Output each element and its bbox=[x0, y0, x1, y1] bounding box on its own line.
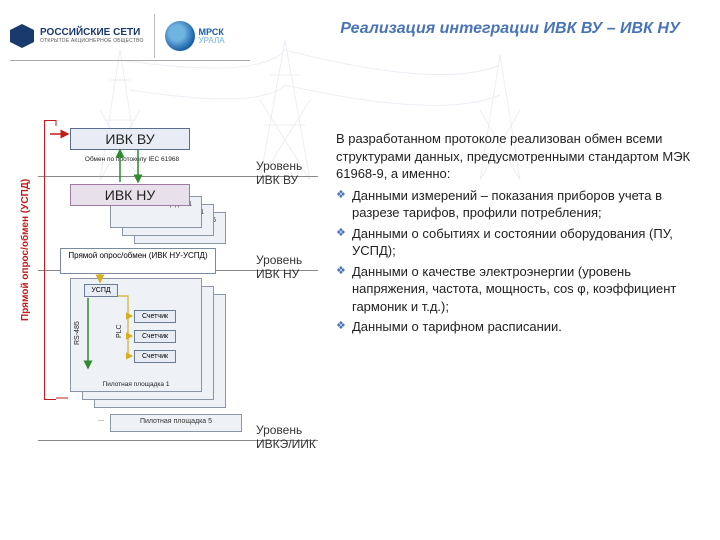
pilot5-low: Пилотная площадка 5 bbox=[110, 414, 242, 432]
logo-mrsk: МРСК УРАЛА bbox=[165, 21, 225, 51]
side-label: Прямой опрос/обмен (УСПД) bbox=[20, 140, 31, 360]
logo1-main: РОССИЙСКИЕ СЕТИ bbox=[40, 28, 144, 39]
level-label-3: Уровень ИВКЭ/ИИК bbox=[256, 424, 320, 452]
bullet-1: Данными измерений – показания приборов у… bbox=[336, 187, 706, 222]
plc-label: PLC bbox=[116, 306, 123, 356]
meter-1: Счетчик bbox=[134, 310, 176, 323]
bullet-4: Данными о тарифном расписании. bbox=[336, 318, 706, 336]
body-text: В разработанном протоколе реализован обм… bbox=[336, 130, 706, 339]
side-bracket bbox=[44, 120, 56, 400]
bullet-list: Данными измерений – показания приборов у… bbox=[336, 187, 706, 336]
bullet-2: Данными о событиях и состоянии оборудова… bbox=[336, 225, 706, 260]
pilot1-low-label: Пилотная площадка 1 bbox=[71, 381, 201, 388]
rs485-label: RS-485 bbox=[74, 298, 81, 368]
logo1-sub: ОТКРЫТОЕ АКЦИОНЕРНОЕ ОБЩЕСТВО bbox=[40, 38, 144, 44]
logo-divider bbox=[154, 14, 155, 58]
rosseti-icon bbox=[10, 24, 34, 48]
header-underline bbox=[10, 60, 250, 61]
integration-diagram: Уровень ИВК ВУ Уровень ИВК НУ Уровень ИВ… bbox=[10, 120, 310, 520]
level-label-2: Уровень ИВК НУ bbox=[256, 254, 320, 282]
intro-text: В разработанном протоколе реализован обм… bbox=[336, 130, 706, 183]
logo2-sub: УРАЛА bbox=[199, 37, 225, 45]
ivk-nu-box: ИВК НУ bbox=[70, 184, 190, 206]
uspd-box: УСПД bbox=[84, 284, 118, 297]
logo-rosseti: РОССИЙСКИЕ СЕТИ ОТКРЫТОЕ АКЦИОНЕРНОЕ ОБЩ… bbox=[10, 24, 144, 48]
direct-poll-box: Прямой опрос/обмен (ИВК НУ-УСПД) bbox=[60, 248, 216, 274]
mrsk-icon bbox=[165, 21, 195, 51]
meter-2: Счетчик bbox=[134, 330, 176, 343]
level-label-1: Уровень ИВК ВУ bbox=[256, 160, 320, 188]
slide-title: Реализация интеграции ИВК ВУ – ИВК НУ bbox=[320, 20, 700, 38]
exchange-label: Обмен по протоколу IEC 61968 bbox=[62, 156, 202, 163]
dots: … bbox=[94, 416, 108, 423]
ivk-vu-box: ИВК ВУ bbox=[70, 128, 190, 150]
bullet-3: Данными о качестве электроэнергии (урове… bbox=[336, 263, 706, 316]
meter-3: Счетчик bbox=[134, 350, 176, 363]
